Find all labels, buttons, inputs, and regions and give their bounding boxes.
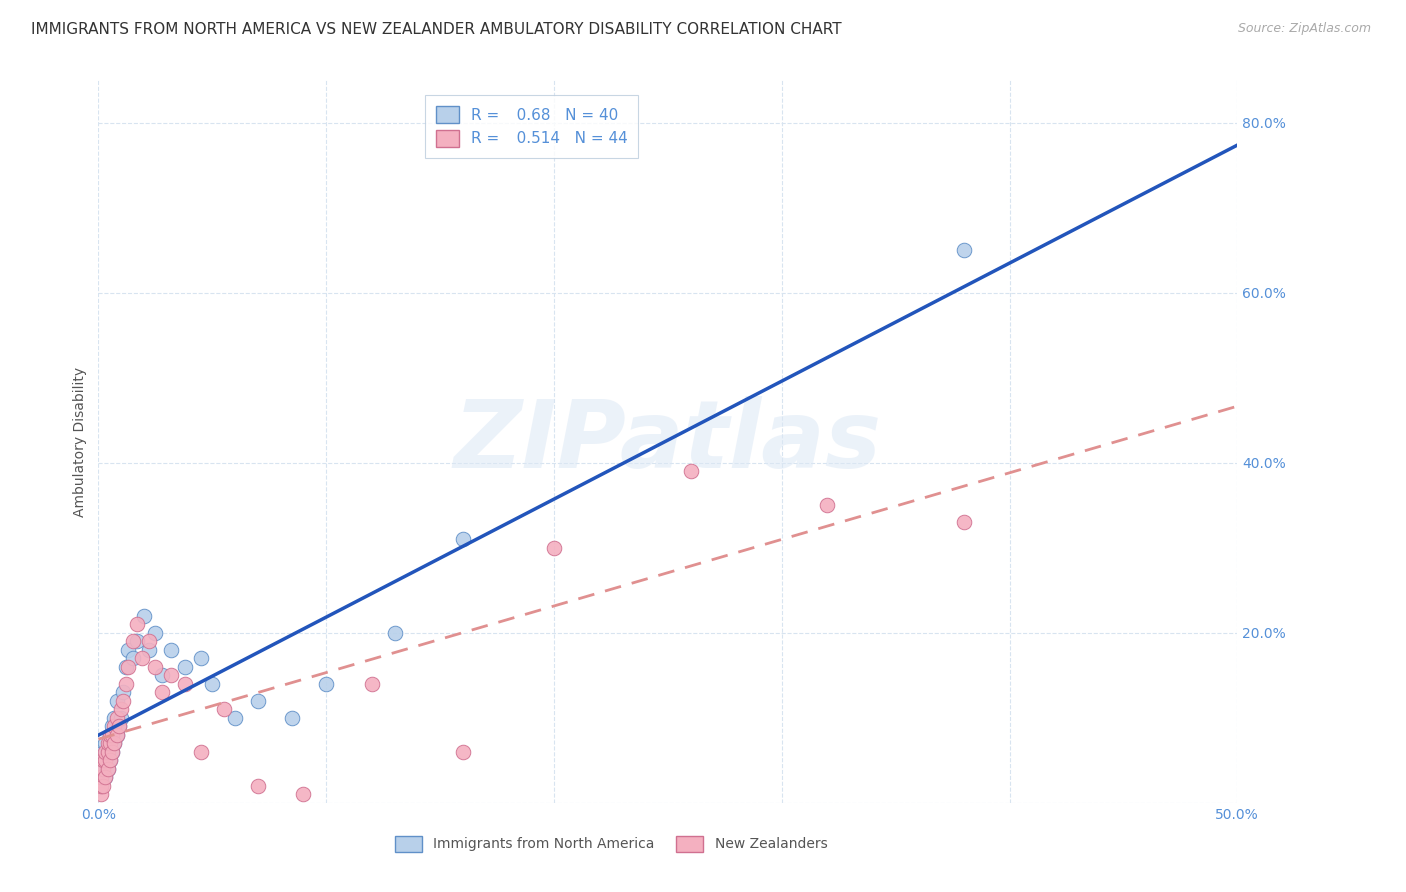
Point bbox=[815, 498, 838, 512]
Point bbox=[90, 779, 112, 793]
Point bbox=[94, 753, 117, 767]
Point bbox=[98, 753, 121, 767]
Point bbox=[101, 719, 124, 733]
Point bbox=[90, 779, 112, 793]
Point bbox=[96, 762, 118, 776]
Point bbox=[112, 685, 135, 699]
Point bbox=[110, 711, 132, 725]
Point bbox=[96, 736, 118, 750]
Point bbox=[90, 787, 112, 801]
Y-axis label: Ambulatory Disability: Ambulatory Disability bbox=[73, 367, 87, 516]
Point bbox=[103, 736, 125, 750]
Point bbox=[91, 762, 114, 776]
Point bbox=[98, 728, 121, 742]
Text: IMMIGRANTS FROM NORTH AMERICA VS NEW ZEALANDER AMBULATORY DISABILITY CORRELATION: IMMIGRANTS FROM NORTH AMERICA VS NEW ZEA… bbox=[31, 22, 842, 37]
Point bbox=[101, 728, 124, 742]
Point bbox=[91, 762, 114, 776]
Point bbox=[315, 677, 337, 691]
Point bbox=[98, 753, 121, 767]
Point bbox=[117, 642, 139, 657]
Point bbox=[451, 533, 474, 547]
Point bbox=[103, 736, 125, 750]
Point bbox=[145, 660, 167, 674]
Point bbox=[150, 668, 173, 682]
Point bbox=[96, 762, 118, 776]
Point bbox=[98, 736, 121, 750]
Point bbox=[121, 651, 143, 665]
Point bbox=[138, 642, 160, 657]
Point bbox=[121, 634, 143, 648]
Point bbox=[94, 770, 117, 784]
Point bbox=[384, 625, 406, 640]
Point bbox=[174, 677, 197, 691]
Point bbox=[90, 770, 112, 784]
Point bbox=[94, 770, 117, 784]
Point bbox=[150, 685, 173, 699]
Point bbox=[105, 728, 128, 742]
Point bbox=[679, 464, 702, 478]
Point bbox=[98, 728, 121, 742]
Point bbox=[281, 711, 304, 725]
Point bbox=[94, 736, 117, 750]
Point bbox=[110, 702, 132, 716]
Point bbox=[138, 634, 160, 648]
Point bbox=[160, 668, 183, 682]
Point bbox=[953, 244, 976, 258]
Point bbox=[108, 719, 131, 733]
Point bbox=[127, 617, 149, 632]
Point bbox=[190, 651, 212, 665]
Point bbox=[212, 702, 235, 716]
Point bbox=[105, 711, 128, 725]
Point bbox=[112, 694, 135, 708]
Point bbox=[953, 516, 976, 530]
Point bbox=[101, 745, 124, 759]
Point bbox=[360, 677, 382, 691]
Point bbox=[201, 677, 224, 691]
Point bbox=[91, 753, 114, 767]
Point bbox=[451, 745, 474, 759]
Point bbox=[131, 651, 153, 665]
Point bbox=[103, 719, 125, 733]
Point bbox=[108, 719, 131, 733]
Text: Source: ZipAtlas.com: Source: ZipAtlas.com bbox=[1237, 22, 1371, 36]
Point bbox=[91, 779, 114, 793]
Point bbox=[145, 625, 167, 640]
Point bbox=[114, 660, 136, 674]
Point bbox=[96, 745, 118, 759]
Point bbox=[127, 634, 149, 648]
Point bbox=[105, 728, 128, 742]
Point bbox=[101, 745, 124, 759]
Point bbox=[224, 711, 246, 725]
Point bbox=[105, 694, 128, 708]
Point bbox=[94, 745, 117, 759]
Point bbox=[103, 711, 125, 725]
Point bbox=[132, 608, 155, 623]
Point bbox=[91, 745, 114, 759]
Point bbox=[160, 642, 183, 657]
Point bbox=[246, 779, 269, 793]
Legend: Immigrants from North America, New Zealanders: Immigrants from North America, New Zeala… bbox=[389, 830, 832, 857]
Point bbox=[292, 787, 315, 801]
Text: ZIPatlas: ZIPatlas bbox=[454, 395, 882, 488]
Point bbox=[174, 660, 197, 674]
Point bbox=[543, 541, 565, 555]
Point bbox=[94, 753, 117, 767]
Point bbox=[90, 770, 112, 784]
Point bbox=[190, 745, 212, 759]
Point bbox=[91, 753, 114, 767]
Point bbox=[114, 677, 136, 691]
Point bbox=[246, 694, 269, 708]
Point bbox=[96, 745, 118, 759]
Point bbox=[117, 660, 139, 674]
